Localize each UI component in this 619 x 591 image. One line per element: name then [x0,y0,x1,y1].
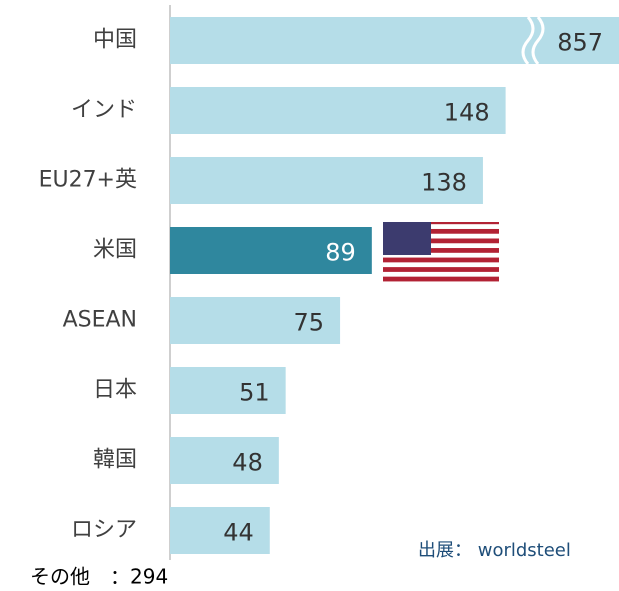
value-label: 138 [421,169,467,197]
us-flag [383,222,499,284]
value-label: 857 [557,29,603,57]
category-label: 中国 [93,28,137,53]
category-label: 日本 [93,378,137,403]
source-note: 出展： worldsteel [418,540,571,561]
bar [170,367,286,414]
value-label: 89 [325,239,356,267]
category-label: 韓国 [93,448,137,473]
axis-break [521,16,535,65]
bar [170,297,341,344]
other-note: その他 ：294 [30,565,168,589]
value-label: 51 [239,379,270,407]
value-label: 44 [223,519,254,547]
category-label: 米国 [93,238,137,263]
axis-break [531,16,545,65]
bar [170,437,279,484]
bar [170,87,506,134]
bar [170,157,483,204]
bar [170,17,619,64]
category-label: EU27+英 [39,168,137,193]
category-label: ロシア [71,518,137,543]
value-label: 75 [294,309,325,337]
category-label: インド [71,98,137,123]
value-label: 48 [232,449,263,477]
category-label: ASEAN [63,308,137,333]
value-label: 148 [444,99,490,127]
bar [170,507,270,554]
bar [170,227,372,274]
